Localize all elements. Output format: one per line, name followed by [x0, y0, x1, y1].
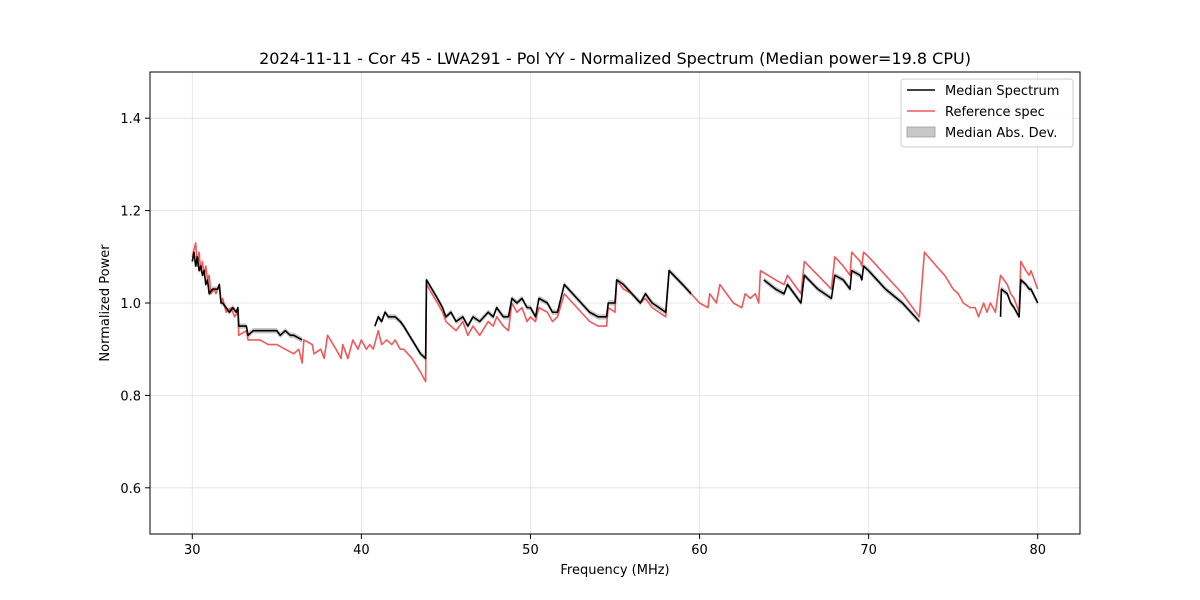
x-axis-label: Frequency (MHz)	[560, 563, 669, 578]
legend-mad-patch	[906, 126, 936, 138]
reference-spec-line	[191, 242, 1039, 383]
chart-title: 2024-11-11 - Cor 45 - LWA291 - Pol YY - …	[259, 49, 971, 68]
ticks: 30 40 50 60 70 80 0.6 0.8 1.0 1.2 1.4	[120, 112, 1046, 558]
y-tick-label: 0.6	[120, 482, 141, 497]
median-spectrum-line	[763, 265, 920, 323]
legend-box	[900, 78, 1074, 148]
x-tick-label: 60	[691, 543, 708, 558]
y-tick-label: 1.4	[120, 112, 141, 127]
y-axis-label: Normalized Power	[98, 244, 113, 362]
legend-median-label: Median Spectrum	[945, 84, 1059, 99]
y-tick-label: 0.8	[120, 389, 141, 404]
mad-band	[192, 249, 303, 343]
median-spectrum-layer	[191, 251, 1039, 360]
median-spectrum-line	[191, 251, 303, 341]
y-tick-label: 1.0	[120, 297, 141, 312]
x-tick-label: 40	[353, 543, 370, 558]
legend-mad-label: Median Abs. Dev.	[945, 126, 1057, 141]
x-tick-label: 50	[522, 543, 539, 558]
legend: Median Spectrum Reference spec Median Ab…	[900, 78, 1074, 148]
reference-spec-layer	[191, 242, 1039, 383]
legend-reference-label: Reference spec	[945, 105, 1045, 120]
mad-band	[374, 267, 692, 362]
median-spectrum-line	[999, 279, 1039, 318]
median-spectrum-line	[374, 269, 692, 360]
y-tick-label: 1.2	[120, 205, 141, 220]
x-tick-label: 30	[184, 543, 201, 558]
x-tick-label: 70	[860, 543, 877, 558]
x-tick-label: 80	[1029, 543, 1046, 558]
